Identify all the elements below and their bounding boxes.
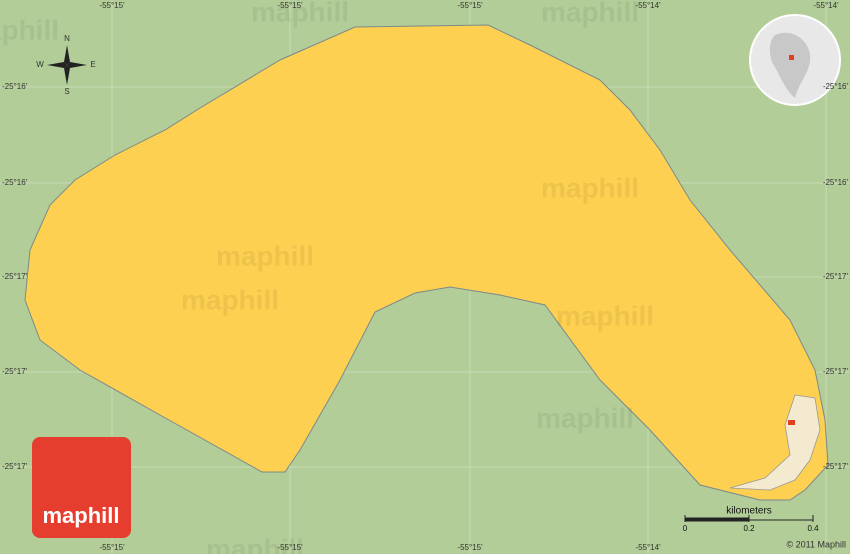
region	[24, 24, 829, 501]
scale-tick-label: 0	[683, 524, 688, 533]
scale-title: kilometers	[726, 506, 772, 517]
compass-w: W	[36, 60, 44, 69]
lat-label-right: -25°17'	[823, 272, 849, 281]
watermark: maphill	[541, 0, 639, 27]
lon-label-top: -55°15'	[277, 1, 303, 10]
scale-bar	[684, 515, 814, 522]
watermark: maphill	[541, 172, 639, 203]
compass-e: E	[90, 60, 95, 69]
logo-text: maphill	[42, 503, 119, 528]
lat-label-right: -25°16'	[823, 178, 849, 187]
globe	[749, 14, 841, 106]
watermark: maphill	[556, 300, 654, 331]
compass-n: N	[64, 34, 70, 43]
scale-tick-label: 0.2	[743, 524, 755, 533]
lon-label-top: -55°14'	[813, 1, 839, 10]
watermark: maphill	[536, 402, 634, 433]
lat-label-left: -25°17'	[2, 462, 28, 471]
logo-box	[32, 437, 131, 538]
watermark: maphill	[251, 0, 349, 27]
lat-label-left: -25°17'	[2, 272, 28, 281]
watermark: maphill	[0, 14, 59, 45]
compass-s: S	[64, 87, 69, 96]
lon-label-bottom: -55°15'	[99, 543, 125, 552]
watermark: maphill	[216, 240, 314, 271]
locator-inset	[729, 394, 821, 491]
lat-label-left: -25°17'	[2, 367, 28, 376]
lat-label-right: -25°16'	[823, 82, 849, 91]
watermark: maphill	[181, 284, 279, 315]
lat-label-right: -25°17'	[823, 462, 849, 471]
compass-rose	[47, 45, 87, 85]
lon-label-top: -55°15'	[99, 1, 125, 10]
lat-label-right: -25°17'	[823, 367, 849, 376]
lon-label-bottom: -55°15'	[457, 543, 483, 552]
watermarks: maphill maphill maphill maphill maphill maphi…	[0, 0, 654, 554]
lon-label-bottom: -55°14'	[635, 543, 661, 552]
lon-label-top: -55°14'	[635, 1, 661, 10]
lat-label-left: -25°16'	[2, 178, 28, 187]
watermark: maphill	[206, 533, 304, 554]
lon-label-bottom: -55°15'	[277, 543, 303, 552]
lat-label-left: -25°16'	[2, 82, 28, 91]
lon-label-top: -55°15'	[457, 1, 483, 10]
copyright: © 2011 Maphill	[787, 539, 847, 549]
scale-tick-label: 0.4	[807, 524, 819, 533]
